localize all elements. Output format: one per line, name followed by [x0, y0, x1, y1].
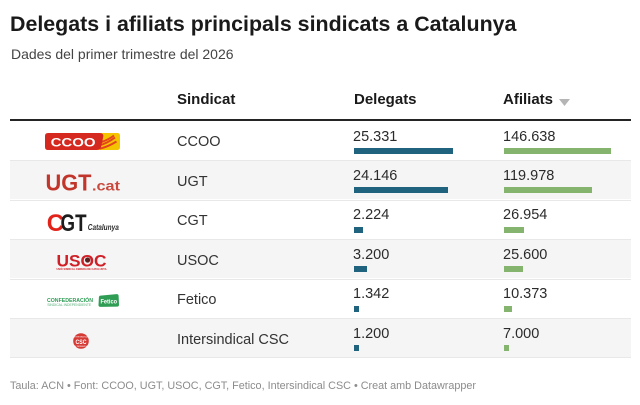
svg-text:UGT: UGT — [46, 170, 92, 192]
svg-text:UNIÓ SINDICAL OBRERA DE CATALU: UNIÓ SINDICAL OBRERA DE CATALUNYA — [57, 266, 107, 271]
svg-text:.cat: .cat — [92, 178, 120, 193]
svg-text:Catalunya: Catalunya — [88, 222, 119, 232]
svg-text:C: C — [47, 211, 64, 233]
svg-text:GT: GT — [61, 211, 87, 233]
svg-text:ALTERNATIVA: ALTERNATIVA — [74, 345, 88, 348]
svg-text:INTERSINDICAL: INTERSINDICAL — [73, 335, 89, 338]
svg-text:SINDICAL INDEPENDIENTE: SINDICAL INDEPENDIENTE — [47, 303, 92, 307]
svg-text:CSC: CSC — [76, 339, 87, 346]
svg-text:USOC: USOC — [57, 252, 107, 270]
svg-text:Fetico: Fetico — [101, 298, 118, 305]
svg-text:CONFEDERACIÓN: CONFEDERACIÓN — [47, 296, 93, 304]
svg-text:CCOO: CCOO — [51, 136, 96, 150]
